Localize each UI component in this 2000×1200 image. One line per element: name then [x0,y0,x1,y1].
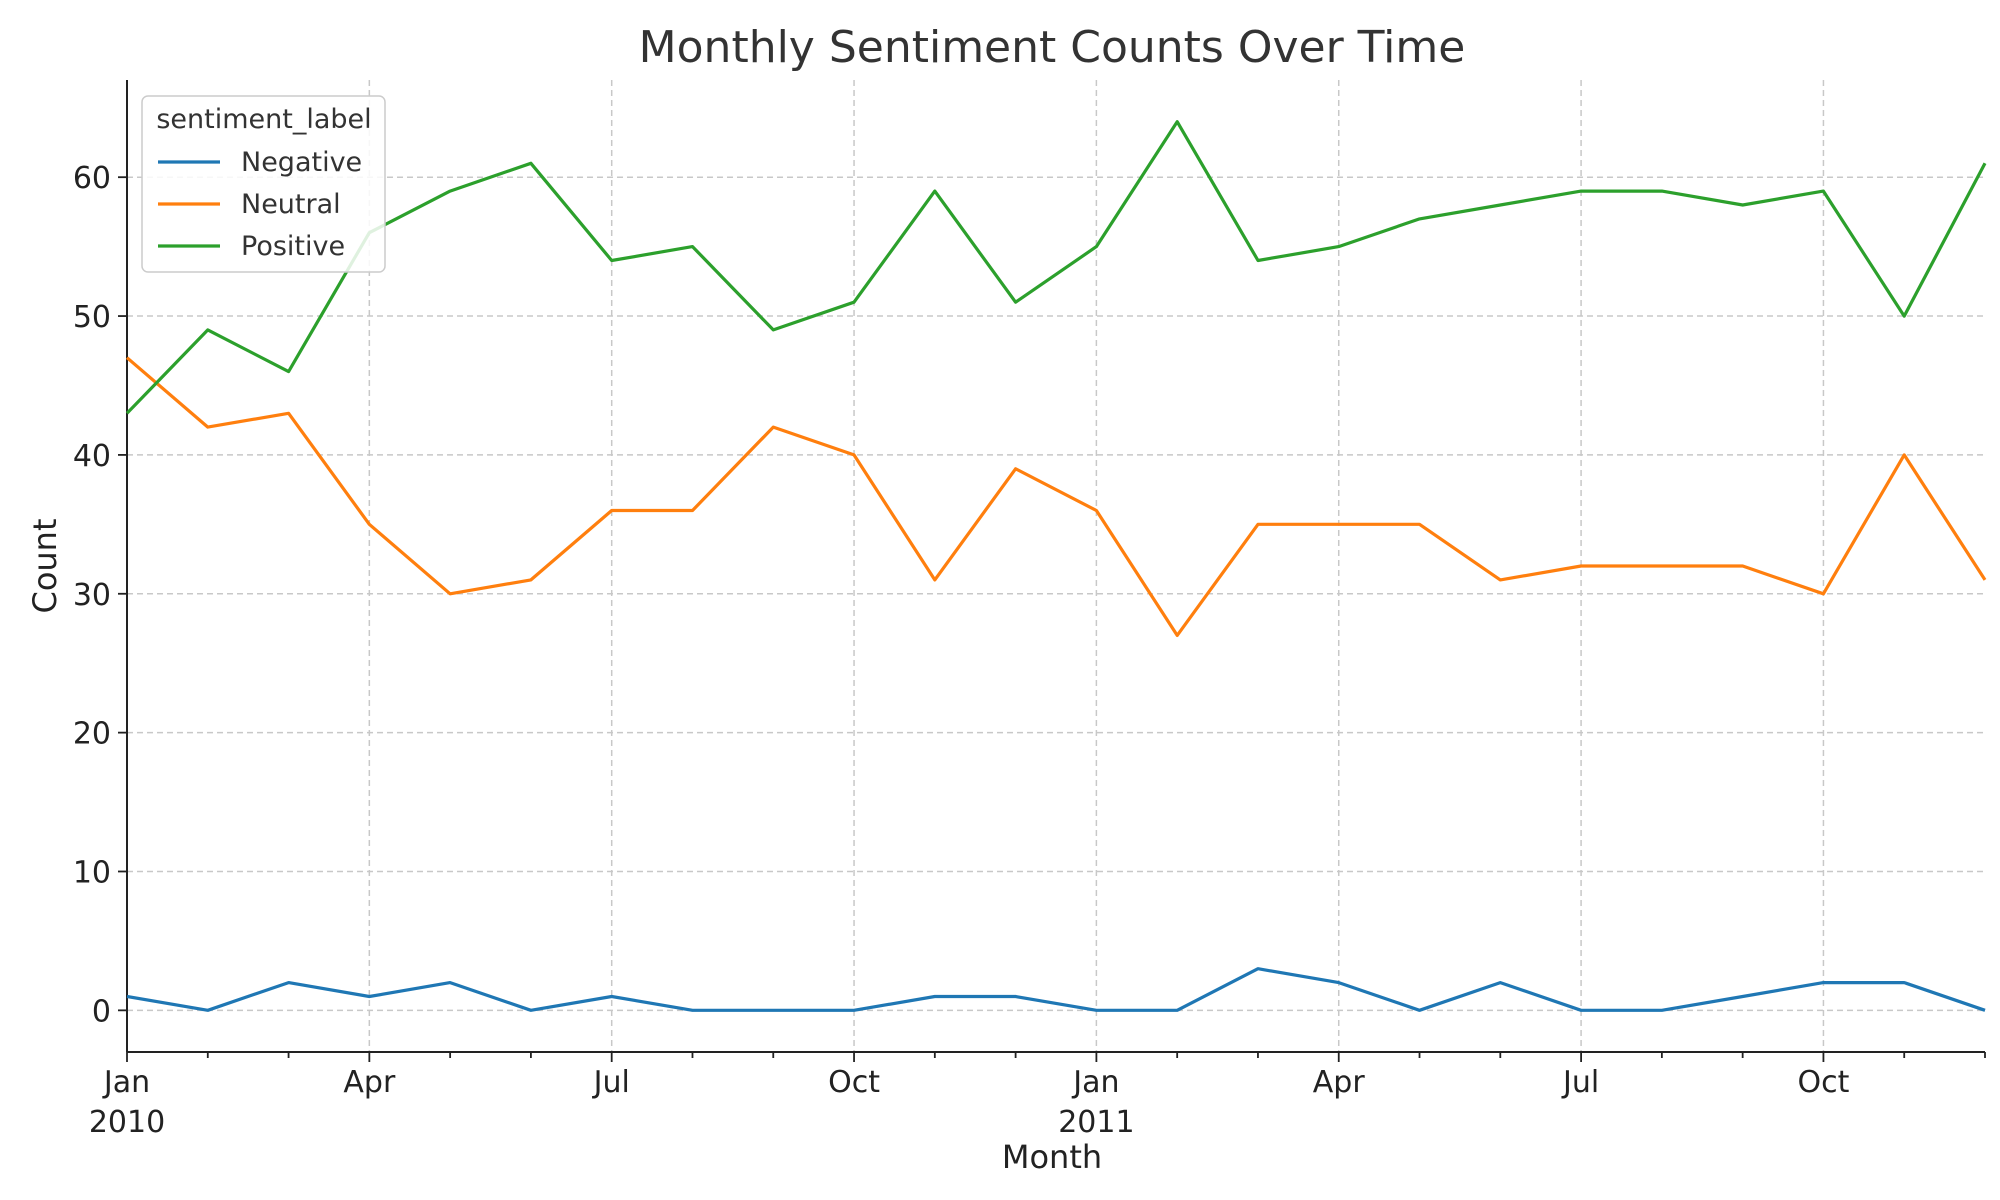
x-tick-label: Apr [343,1065,396,1100]
legend-label-neutral: Neutral [241,189,341,220]
series-line-neutral [125,356,1987,638]
y-axis-label: Count [26,518,64,613]
y-tick-label: 50 [73,300,111,335]
legend-label-positive: Positive [241,231,345,262]
legend: sentiment_label Negative Neutral Positive [141,95,386,273]
y-tick-label: 10 [73,855,111,890]
x-tick-year-label: 2010 [89,1105,165,1140]
x-axis-label: Month [1002,1138,1102,1176]
y-tick-label: 30 [73,578,111,613]
x-tick-label: Jul [1561,1065,1599,1100]
series-lines [125,120,1987,1012]
axes [126,80,1985,1053]
y-tick-label: 20 [73,717,111,752]
legend-label-negative: Negative [241,147,362,178]
ticks: 0 10 20 30 40 50 60 Jan 2010 Apr Jul Oct Jan 2011 Apr J… [73,161,1986,1140]
x-tick-label: Oct [1797,1065,1849,1100]
legend-title: sentiment_label [156,104,371,135]
x-tick-year-label: 2011 [1058,1105,1134,1140]
x-tick-label: Jan [102,1065,150,1100]
series-line-negative [126,967,1986,1012]
x-tick-label: Oct [828,1065,880,1100]
x-tick-label: Apr [1313,1065,1366,1100]
series-line-positive [125,120,1987,415]
y-tick-label: 40 [73,439,111,474]
chart-title: Monthly Sentiment Counts Over Time [639,22,1466,73]
y-tick-label: 60 [73,161,111,196]
x-tick-label: Jan [1071,1065,1119,1100]
y-tick-label: 0 [92,994,111,1029]
x-tick-label: Jul [592,1065,630,1100]
legend-frame [141,95,386,273]
